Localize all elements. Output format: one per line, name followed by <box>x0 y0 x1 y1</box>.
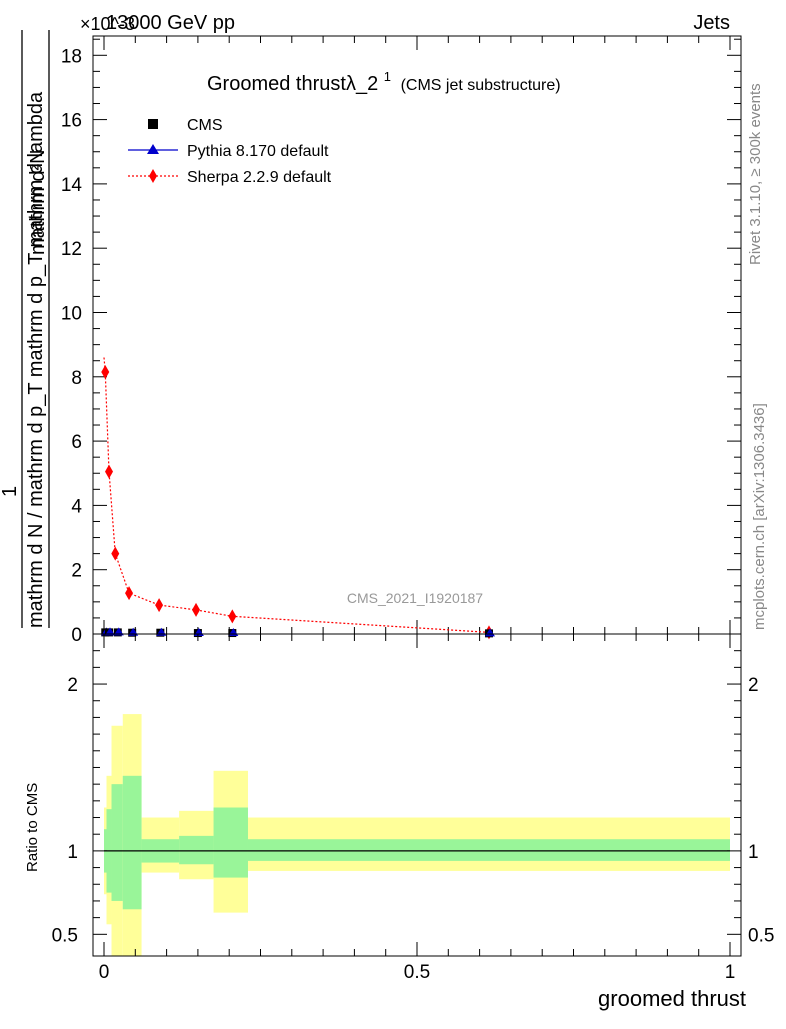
main-series <box>101 357 495 640</box>
chart-subtitle: (CMS jet substructure) <box>401 77 561 94</box>
x-axis-label: groomed thrust <box>598 986 746 1011</box>
main-panel: 0 2 4 6 8 10 12 14 16 18 CMS_2021_I1920187 Groome… <box>61 35 742 646</box>
ratio-y-tick-label-right: 2 <box>748 675 759 696</box>
legend-marker-pythia <box>147 144 159 154</box>
pythia-point <box>105 627 116 636</box>
ratio-y-tick-label: 1 <box>67 842 78 863</box>
main-y-tick-label: 18 <box>61 46 82 67</box>
main-y-tick-label: 0 <box>71 625 82 646</box>
sherpa-point <box>155 598 164 613</box>
legend-label-cms: CMS <box>187 117 223 134</box>
ratio-ylabel: Ratio to CMS <box>24 783 41 872</box>
legend-label-sherpa: Sherpa 2.2.9 default <box>187 169 332 186</box>
legend-marker-sherpa <box>149 169 157 183</box>
ratio-y-tick-label-right: 1 <box>748 842 759 863</box>
sherpa-point <box>101 364 110 379</box>
ylabel-denominator: mathrm d N / mathrm d p_T mathrm d p_T m… <box>25 91 47 628</box>
process-label: Jets <box>693 12 730 34</box>
sherpa-point <box>228 609 237 624</box>
main-y-tick-label: 10 <box>61 303 82 324</box>
legend-label-pythia: Pythia 8.170 default <box>187 143 329 160</box>
main-y-tick-label: 14 <box>61 175 83 196</box>
x-tick-label: 0 <box>99 962 110 983</box>
main-y-tick-label: 16 <box>61 111 82 132</box>
ratio-panel: 0.5 0.5 1 1 2 2 0 0.5 1 <box>52 633 774 983</box>
sherpa-point <box>125 586 134 601</box>
mcplots-label: mcplots.cern.ch [arXiv:1306.3436] <box>751 403 768 630</box>
ratio-inner-band <box>247 839 731 861</box>
legend: CMS Pythia 8.170 default Sherpa 2.2.9 de… <box>128 117 332 186</box>
ratio-bands <box>104 714 731 956</box>
ylabel-numerator: mathrm d²N <box>27 149 49 255</box>
ratio-y-tick-label: 2 <box>67 675 78 696</box>
sherpa-line <box>103 357 490 633</box>
energy-label: 13000 GeV pp <box>106 12 235 34</box>
ratio-y-tick-label-right: 0.5 <box>748 925 774 946</box>
chart-title-main: Groomed thrustλ_2 <box>207 73 378 95</box>
ylabel-prefix: 1 <box>0 486 21 497</box>
main-y-tick-label: 4 <box>71 496 82 517</box>
chart-title: Groomed thrustλ_2 1 (CMS jet substructur… <box>207 64 561 95</box>
main-y-tick-label: 2 <box>71 561 82 582</box>
ratio-inner-band <box>179 835 214 865</box>
exponent-label: ×10^-3 <box>80 14 135 34</box>
sherpa-point <box>105 464 114 479</box>
main-y-tick-label: 12 <box>61 239 82 260</box>
legend-marker-cms <box>148 119 158 129</box>
ratio-inner-band <box>122 775 142 910</box>
main-axes: 0 2 4 6 8 10 12 14 16 18 <box>61 36 741 646</box>
x-tick-label: 1 <box>725 962 736 983</box>
sherpa-point <box>192 602 201 617</box>
chart-watermark: CMS_2021_I1920187 <box>347 590 483 606</box>
x-tick-label: 0.5 <box>404 962 430 983</box>
pythia-point <box>113 627 124 636</box>
main-y-tick-label: 6 <box>71 432 82 453</box>
ratio-inner-band <box>213 807 248 878</box>
ratio-axes: 0.5 0.5 1 1 2 2 0 0.5 1 <box>52 634 774 983</box>
ratio-y-tick-label: 0.5 <box>52 925 78 946</box>
chart-title-sup: 1 <box>384 69 391 84</box>
main-ylabel: mathrm d²N mathrm d N / mathrm d p_T mat… <box>0 30 50 628</box>
ratio-inner-band <box>111 784 123 901</box>
ratio-frame <box>92 633 742 957</box>
main-y-tick-label: 8 <box>71 368 82 389</box>
sherpa-point <box>111 546 120 561</box>
rivet-label: Rivet 3.1.10, ≥ 300k events <box>747 83 764 265</box>
